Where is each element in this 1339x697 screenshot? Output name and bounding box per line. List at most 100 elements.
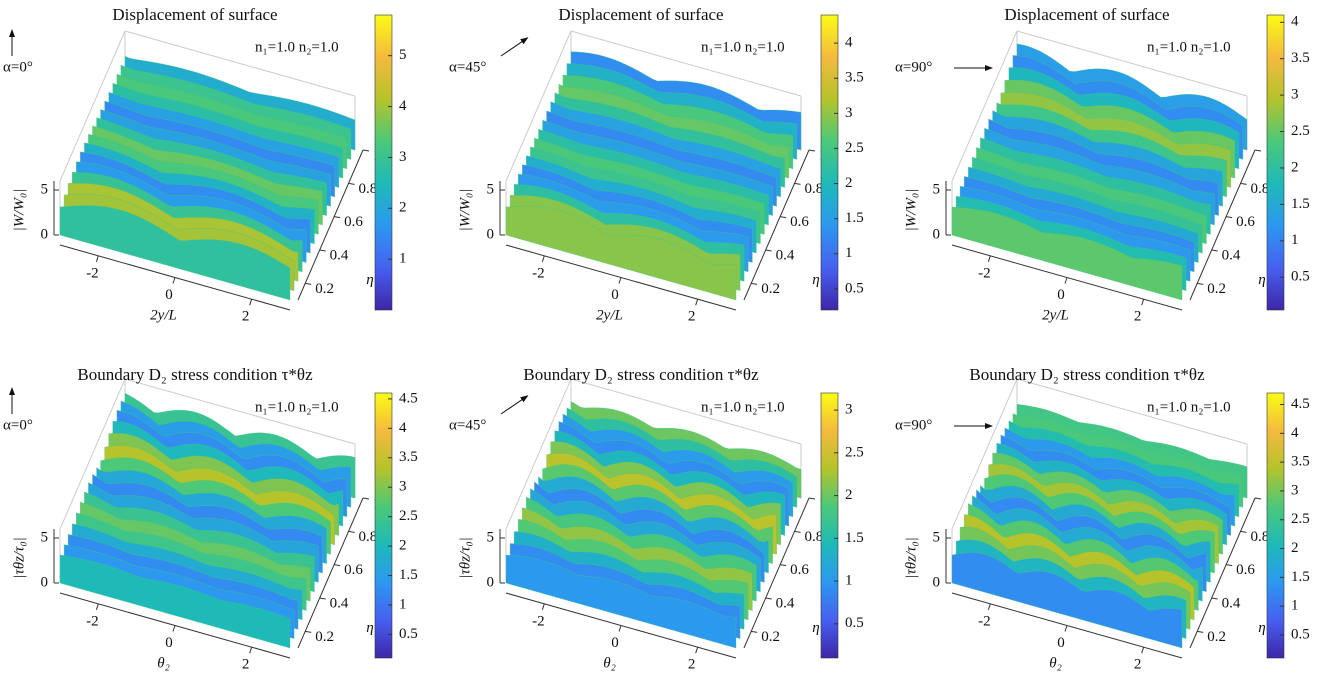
x-tick xyxy=(249,647,253,654)
colorbar-tick-label: 4 xyxy=(399,420,407,436)
y-tick xyxy=(1197,630,1204,633)
colorbar-tick-label: 2 xyxy=(845,175,853,191)
colorbar-tick-label: 2.5 xyxy=(399,508,418,524)
y-label: η xyxy=(1258,272,1265,288)
colorbar-tick-label: 2 xyxy=(1291,540,1299,556)
y-tick-label: 0.4 xyxy=(776,247,795,263)
z-tick-label: 5 xyxy=(487,181,495,197)
colorbar-tick-label: 1.5 xyxy=(1291,196,1310,212)
z-label: |W/W₀| xyxy=(903,189,919,232)
x-tick-label: -2 xyxy=(532,265,545,281)
y-tick-label: 0.8 xyxy=(359,529,378,545)
y-tick xyxy=(751,630,758,633)
x-tick xyxy=(987,603,991,610)
x-tick xyxy=(1064,625,1068,632)
y-tick xyxy=(348,530,355,533)
colorbar xyxy=(820,392,839,659)
annotation: α=45° xyxy=(449,59,486,75)
x-tick xyxy=(695,647,699,654)
x-tick-label: 0 xyxy=(165,635,173,651)
y-tick xyxy=(751,282,758,285)
colorbar xyxy=(820,14,839,311)
colorbar-tick-label: 1 xyxy=(399,251,407,267)
colorbar-tick-label: 1.5 xyxy=(399,567,418,583)
y-axis xyxy=(743,149,810,301)
z-tick-label: 0 xyxy=(487,226,495,242)
x-tick-label: 2 xyxy=(688,309,696,325)
y-tick-label: 0.6 xyxy=(1236,214,1255,230)
surface-strip xyxy=(59,205,291,301)
y-tick-label: 0.8 xyxy=(805,181,824,197)
box-edge xyxy=(59,378,126,530)
x-tick-label: 0 xyxy=(1057,635,1065,651)
colorbar-tick-label: 1 xyxy=(845,245,853,261)
x-tick-label: 2 xyxy=(688,657,696,673)
surface-strip xyxy=(951,552,1183,649)
box-edge xyxy=(59,30,126,182)
annotation: n₁=1.0 n₂=1.0 xyxy=(1147,39,1231,55)
colorbar-tick-label: 2.5 xyxy=(845,140,864,156)
colorbar-tick-label: 1.5 xyxy=(845,210,864,226)
annotation: α=90° xyxy=(895,417,932,433)
y-tick xyxy=(1197,282,1204,285)
box-edge xyxy=(124,378,356,445)
y-tick-label: 0.2 xyxy=(315,629,334,645)
z-label: |W/W₀| xyxy=(457,189,473,232)
colorbar-tick-label: 1 xyxy=(1291,598,1299,614)
annotation: α=0° xyxy=(3,59,33,75)
y-tick xyxy=(765,249,772,252)
colorbar-tick-label: 0.5 xyxy=(1291,269,1310,285)
colorbar-tick-label: 4.5 xyxy=(1291,396,1310,412)
x-tick-label: 2 xyxy=(242,309,250,325)
panel: -2 0 2 0.2 0.4 0.6 0.8 1 0 5 θ₂ η |τθz/τ₀| Boundary D… xyxy=(895,365,1310,673)
z-label: |W/W₀| xyxy=(11,189,27,232)
panel: -2 0 2 0.2 0.4 0.6 0.8 1 0 5 θ₂ η |τθz/τ₀| Boundary D… xyxy=(449,365,864,673)
colorbar-tick-label: 3 xyxy=(399,479,407,495)
x-label: θ₂ xyxy=(1049,656,1062,672)
z-label: |τθz/τ₀| xyxy=(457,537,473,579)
y-label: η xyxy=(812,272,819,288)
y-axis xyxy=(743,497,810,649)
colorbar-tick-label: 3.5 xyxy=(845,70,864,86)
colorbar-tick-label: 3 xyxy=(1291,482,1299,498)
colorbar-tick-label: 3 xyxy=(1291,87,1299,103)
x-tick xyxy=(95,255,99,262)
colorbar-tick-label: 2 xyxy=(1291,159,1299,175)
colorbar xyxy=(374,392,393,659)
y-tick-label: 0.2 xyxy=(761,281,780,297)
y-tick-label: 0.8 xyxy=(805,529,824,545)
colorbar-tick-label: 2.5 xyxy=(1291,123,1310,139)
y-tick-label: 0.4 xyxy=(1222,595,1241,611)
y-tick xyxy=(334,564,341,567)
colorbar-tick-label: 1.5 xyxy=(845,530,864,546)
x-tick-label: 2 xyxy=(242,657,250,673)
colorbar-tick-label: 3 xyxy=(845,105,853,121)
box-edge xyxy=(951,30,1018,182)
colorbar-tick-label: 4.5 xyxy=(399,390,418,406)
surface-strip xyxy=(59,554,291,649)
chart-title: Boundary D₂ stress condition τ*θz xyxy=(523,365,759,384)
x-tick-label: 0 xyxy=(1057,287,1065,303)
colorbar-tick-label: 5 xyxy=(399,47,407,63)
y-tick-label: 0.2 xyxy=(1207,629,1226,645)
y-tick xyxy=(319,597,326,600)
annotation: n₁=1.0 n₂=1.0 xyxy=(255,399,339,415)
colorbar-tick-label: 1 xyxy=(1291,232,1299,248)
z-tick-label: 5 xyxy=(933,529,941,545)
y-tick-label: 0.4 xyxy=(330,247,349,263)
box-edge xyxy=(505,378,572,530)
y-tick-label: 0.6 xyxy=(344,562,363,578)
z-tick-label: 0 xyxy=(487,574,495,590)
y-tick xyxy=(362,149,370,152)
z-tick-label: 0 xyxy=(41,574,49,590)
x-tick-label: 0 xyxy=(611,287,619,303)
y-tick-label: 0.8 xyxy=(359,181,378,197)
colorbar-tick-label: 0.5 xyxy=(845,280,864,296)
colorbar-tick-label: 1 xyxy=(399,596,407,612)
z-tick-label: 5 xyxy=(487,529,495,545)
box-edge xyxy=(570,30,802,97)
y-tick xyxy=(794,530,801,533)
colorbar-tick-label: 3.5 xyxy=(399,449,418,465)
y-tick xyxy=(1254,497,1262,500)
annotation: α=90° xyxy=(895,59,932,75)
